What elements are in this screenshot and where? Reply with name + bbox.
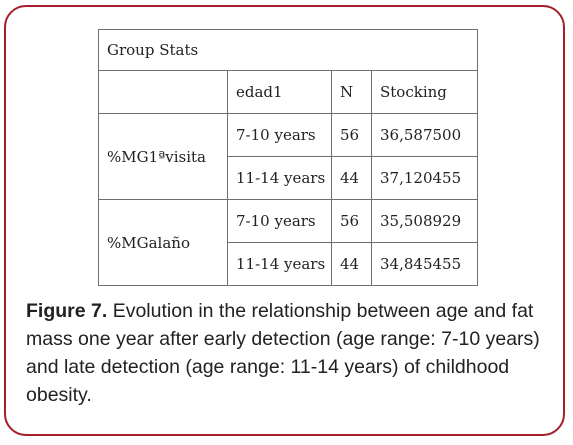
value-cell: 34,845455 (371, 242, 478, 286)
group-stats-table: Group Stats edad1 N Stocking %MG1ªvisita… (98, 29, 478, 286)
header-empty (98, 70, 228, 114)
header-n: N (331, 70, 372, 114)
table-row: %MGalaño 7-10 years 56 35,508929 (98, 199, 478, 286)
table-title: Group Stats (98, 29, 478, 71)
n-cell: 56 (331, 113, 372, 157)
value-cell: 35,508929 (371, 199, 478, 243)
table-header-row: edad1 N Stocking (98, 70, 478, 114)
age-cell: 7-10 years (227, 113, 332, 157)
table-row: %MG1ªvisita 7-10 years 56 36,587500 (98, 113, 478, 200)
age-cell: 11-14 years (227, 156, 332, 200)
value-cell: 37,120455 (371, 156, 478, 200)
caption-label: Figure 7. (26, 300, 108, 322)
age-cell: 7-10 years (227, 199, 332, 243)
table-title-row: Group Stats (98, 29, 478, 71)
header-stocking: Stocking (371, 70, 478, 114)
age-cell: 11-14 years (227, 242, 332, 286)
group-label: %MGalaño (98, 199, 228, 286)
caption-text: Evolution in the relationship between ag… (26, 300, 540, 406)
header-edad1: edad1 (227, 70, 332, 114)
value-cell: 36,587500 (371, 113, 478, 157)
n-cell: 44 (331, 156, 372, 200)
table-row: 11-14 years 44 34,845455 (99, 242, 478, 286)
n-cell: 44 (331, 242, 372, 286)
group-label: %MG1ªvisita (98, 113, 228, 200)
figure-caption: Figure 7. Evolution in the relationship … (26, 297, 546, 409)
n-cell: 56 (331, 199, 372, 243)
